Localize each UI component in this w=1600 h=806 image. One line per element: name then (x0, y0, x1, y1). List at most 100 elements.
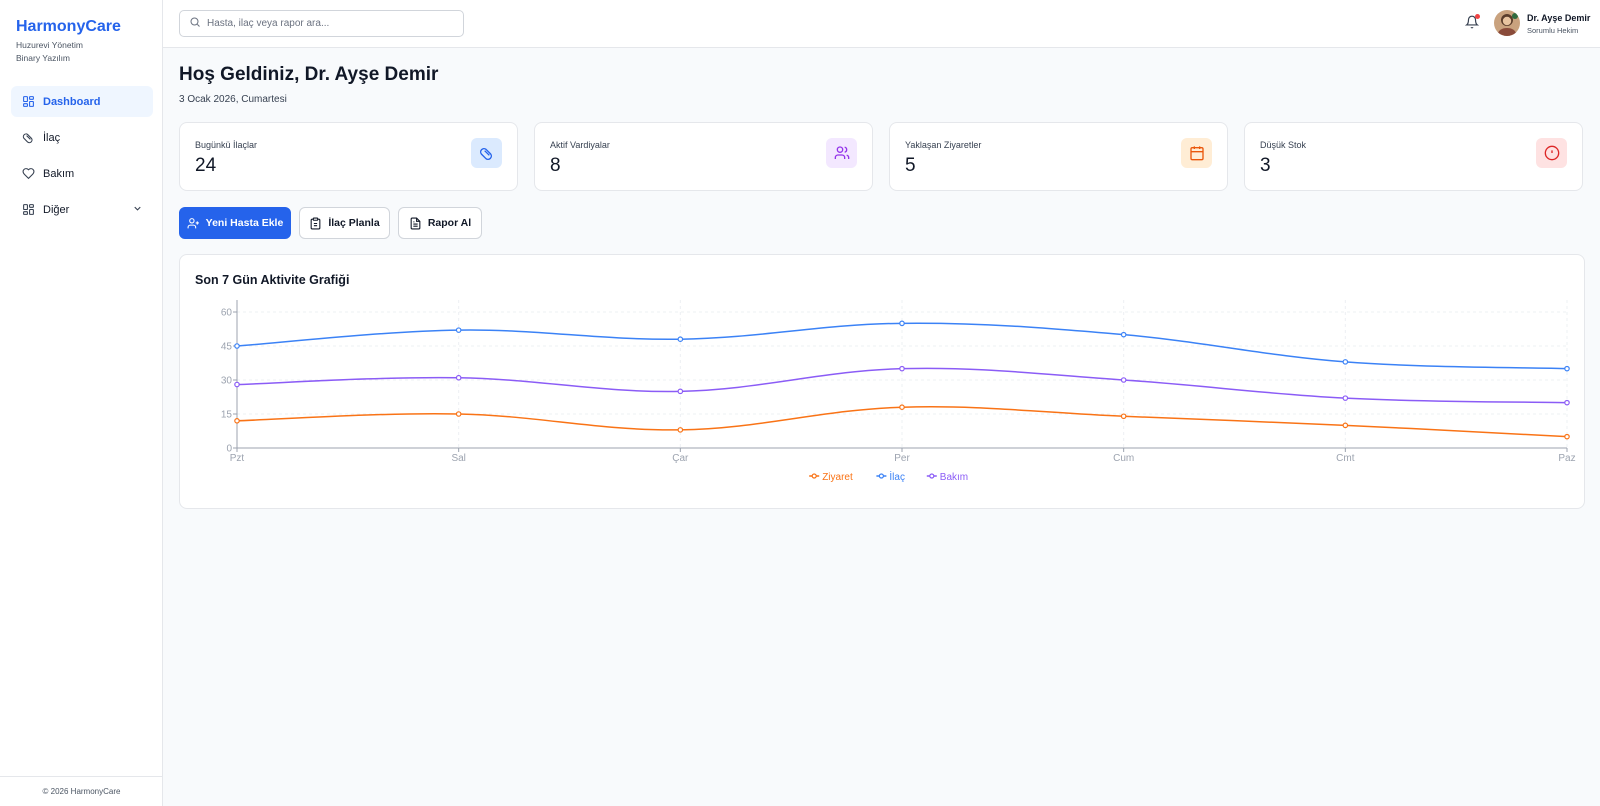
stat-value: 5 (905, 155, 916, 176)
alert-icon (1536, 138, 1567, 168)
x-tick-label: Pzt (230, 453, 245, 464)
notification-dot (1475, 14, 1480, 19)
heart-icon (21, 167, 35, 181)
search-icon (189, 15, 201, 33)
data-point (1120, 413, 1127, 420)
data-point (455, 374, 462, 381)
legend-marker (811, 473, 817, 479)
x-tick-label: Cum (1113, 453, 1134, 464)
pill-icon (471, 138, 502, 168)
x-tick-label: Paz (1558, 453, 1575, 464)
sidebar-item-bakim[interactable]: Bakım (11, 158, 153, 189)
user-role: Sorumlu Hekim (1527, 26, 1579, 35)
grid-icon (21, 95, 35, 109)
add-patient-button[interactable]: Yeni Hasta Ekle (179, 207, 291, 239)
sidebar-item-ilac[interactable]: İlaç (11, 122, 153, 153)
data-point (1342, 422, 1349, 429)
data-point (1120, 377, 1127, 383)
stat-value: 24 (195, 155, 217, 176)
data-point (1564, 365, 1570, 372)
x-tick-label: Çar (672, 453, 689, 464)
sidebar-nav: Dashboard İlaç Bakım Diğer (11, 86, 153, 230)
x-tick-label: Cmt (1336, 453, 1355, 464)
activity-chart-card: Son 7 Gün Aktivite Grafiği 0 15 30 45 60 Pzt S… (179, 254, 1585, 509)
calendar-icon (1181, 138, 1212, 168)
search-input[interactable] (207, 18, 447, 29)
stat-label: Düşük Stok (1260, 140, 1307, 150)
brand-subtitle-line1: Huzurevi Yönetim (16, 40, 83, 50)
brand-subtitle-line2: Binary Yazılım (16, 53, 71, 63)
user-plus-icon (187, 217, 200, 230)
data-point (677, 336, 684, 343)
data-point (234, 418, 240, 424)
data-point (677, 427, 684, 433)
x-tick-label: Per (894, 453, 910, 464)
stat-card-medications[interactable]: Bugünkü İlaçlar 24 (179, 122, 518, 191)
chevron-down-icon[interactable] (132, 203, 143, 217)
data-point (234, 381, 240, 388)
page-date: 3 Ocak 2026, Cumartesi (179, 94, 287, 105)
page-title: Hoş Geldiniz, Dr. Ayşe Demir (179, 64, 439, 85)
stat-label: Bugünkü İlaçlar (195, 140, 258, 150)
data-point (1120, 331, 1127, 338)
sidebar-item-label: İlaç (43, 131, 61, 144)
stat-card-low-stock[interactable]: Düşük Stok 3 (1244, 122, 1583, 191)
brand-title[interactable]: HarmonyCare (16, 18, 121, 35)
y-tick-label: 45 (221, 342, 233, 353)
data-point (1342, 359, 1349, 365)
sidebar-item-label: Diğer (43, 203, 70, 216)
avatar[interactable] (1494, 10, 1520, 36)
y-tick-label: 60 (221, 308, 233, 319)
chart-title: Son 7 Gün Aktivite Grafiği (195, 273, 350, 287)
add-patient-label: Yeni Hasta Ekle (205, 217, 284, 229)
y-tick-label: 15 (221, 410, 233, 421)
report-label: Rapor Al (427, 217, 472, 229)
y-tick-label: 30 (221, 376, 233, 387)
legend-label: Ziyaret (822, 472, 853, 483)
clipboard-icon (309, 217, 322, 230)
legend-label: Bakım (940, 472, 968, 483)
notification-button[interactable] (1464, 14, 1481, 31)
users-icon (826, 138, 857, 168)
plan-medication-button[interactable]: İlaç Planla (299, 207, 390, 239)
stat-value: 8 (550, 155, 561, 176)
data-point (1342, 395, 1349, 401)
data-point (899, 320, 905, 327)
brand: HarmonyCare Huzurevi Yönetim Binary Yazı… (16, 17, 121, 65)
data-point (234, 343, 240, 349)
file-text-icon (409, 217, 422, 230)
data-point (899, 365, 905, 372)
data-point (455, 411, 462, 417)
stat-card-visits[interactable]: Yaklaşan Ziyaretler 5 (889, 122, 1228, 191)
stat-card-shifts[interactable]: Aktif Vardiyalar 8 (534, 122, 873, 191)
user-name[interactable]: Dr. Ayşe Demir (1527, 13, 1591, 23)
sidebar-footer: © 2026 HarmonyCare (0, 776, 163, 806)
plan-medication-label: İlaç Planla (328, 217, 380, 229)
sidebar-item-label: Dashboard (43, 95, 101, 108)
report-button[interactable]: Rapor Al (398, 207, 482, 239)
data-point (899, 404, 905, 411)
data-point (455, 327, 462, 333)
bell-icon (1464, 15, 1480, 29)
legend-marker (878, 473, 885, 479)
legend-marker (929, 473, 935, 479)
pill-icon (21, 131, 35, 145)
brand-subtitle: Huzurevi Yönetim Binary Yazılım (16, 39, 121, 65)
stat-label: Yaklaşan Ziyaretler (905, 140, 982, 150)
grid-icon (21, 203, 35, 217)
sidebar-item-dashboard[interactable]: Dashboard (11, 86, 153, 117)
sidebar-item-label: Bakım (43, 167, 75, 180)
y-tick-label: 0 (226, 444, 232, 455)
search-box[interactable] (179, 10, 464, 37)
legend-label: İlaç (889, 470, 905, 483)
data-point (1564, 433, 1570, 440)
x-tick-label: Sal (451, 453, 465, 464)
stat-label: Aktif Vardiyalar (550, 140, 610, 150)
topbar: Dr. Ayşe Demir Sorumlu Hekim (163, 0, 1600, 48)
sidebar-item-diger[interactable]: Diğer (11, 194, 153, 225)
sidebar: HarmonyCare Huzurevi Yönetim Binary Yazı… (0, 0, 163, 806)
data-point (1564, 399, 1570, 406)
activity-chart: 0 15 30 45 60 Pzt Sal Çar Per Cum Cmt Paz Ziyaret İla… (221, 300, 1576, 483)
stat-value: 3 (1260, 155, 1271, 176)
data-point (677, 388, 684, 395)
